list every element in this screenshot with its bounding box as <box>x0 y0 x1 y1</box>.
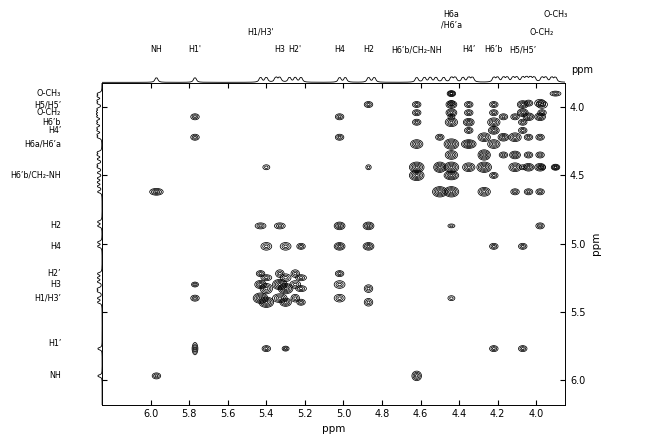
Y-axis label: ppm: ppm <box>591 232 601 255</box>
Text: H1/H3’: H1/H3’ <box>34 294 61 303</box>
Text: H2: H2 <box>363 45 374 54</box>
Text: NH: NH <box>50 371 61 380</box>
Text: H6’b: H6’b <box>485 45 503 54</box>
Text: H5/H5’: H5/H5’ <box>509 45 536 54</box>
Text: H1/H3': H1/H3' <box>247 28 274 37</box>
Text: H4’: H4’ <box>462 45 475 54</box>
Text: H5/H5’: H5/H5’ <box>34 100 61 109</box>
Text: H1’: H1’ <box>48 339 61 348</box>
Text: O-CH₂: O-CH₂ <box>530 28 554 37</box>
Text: H1': H1' <box>188 45 202 54</box>
Text: O-CH₃: O-CH₃ <box>37 89 61 98</box>
Text: H3: H3 <box>50 280 61 289</box>
Text: H6’b: H6’b <box>43 118 61 127</box>
Text: NH: NH <box>151 45 163 54</box>
Text: H4’: H4’ <box>48 126 61 135</box>
Text: H4: H4 <box>50 242 61 251</box>
Text: H6a
/H6’a: H6a /H6’a <box>441 10 462 30</box>
Text: H2’: H2’ <box>48 269 61 278</box>
Text: ppm: ppm <box>571 65 593 75</box>
X-axis label: ppm: ppm <box>322 424 346 434</box>
Text: H3: H3 <box>274 45 286 54</box>
Text: H2': H2' <box>289 45 302 54</box>
Text: H2: H2 <box>50 221 61 230</box>
Text: O-CH₃: O-CH₃ <box>543 10 568 19</box>
Text: O-CH₂: O-CH₂ <box>37 108 61 117</box>
Text: H4: H4 <box>334 45 345 54</box>
Text: H6a/H6’a: H6a/H6’a <box>24 139 61 148</box>
Text: H6’b/CH₂-NH: H6’b/CH₂-NH <box>11 171 61 180</box>
Text: H6’b/CH₂-NH: H6’b/CH₂-NH <box>391 45 442 54</box>
